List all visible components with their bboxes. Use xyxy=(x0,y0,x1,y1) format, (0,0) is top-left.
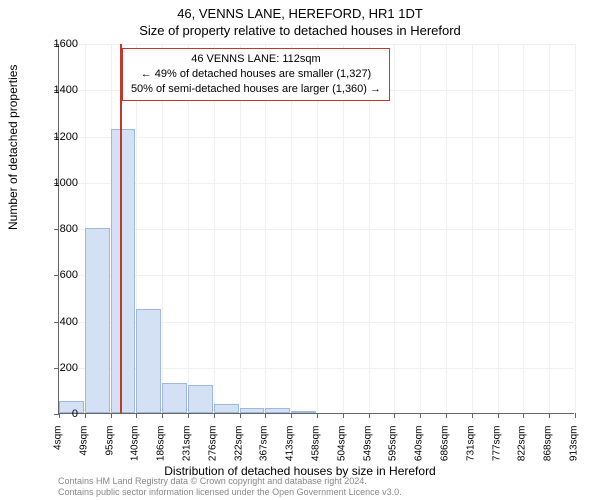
y-tick-label: 800 xyxy=(44,223,78,235)
x-tick-label: 640sqm xyxy=(414,426,425,476)
y-tick-label: 0 xyxy=(44,408,78,420)
y-tick-label: 1400 xyxy=(44,84,78,96)
x-tick-mark xyxy=(291,413,292,418)
x-tick-mark xyxy=(136,413,137,418)
annotation-box: 46 VENNS LANE: 112sqm← 49% of detached h… xyxy=(122,48,390,101)
histogram-bar xyxy=(265,408,290,413)
page-subtitle: Size of property relative to detached ho… xyxy=(0,21,600,38)
footer-line1: Contains HM Land Registry data © Crown c… xyxy=(58,476,402,487)
annotation-line: 50% of semi-detached houses are larger (… xyxy=(131,82,381,97)
y-axis-label: Number of detached properties xyxy=(6,65,20,230)
gridline-v xyxy=(575,44,576,413)
y-tick-label: 1200 xyxy=(44,131,78,143)
histogram-bar xyxy=(111,129,136,413)
x-tick-mark xyxy=(162,413,163,418)
annotation-line: 46 VENNS LANE: 112sqm xyxy=(131,52,381,67)
x-tick-mark xyxy=(85,413,86,418)
gridline-v xyxy=(420,44,421,413)
gridline-v xyxy=(523,44,524,413)
x-tick-mark xyxy=(394,413,395,418)
x-tick-mark xyxy=(575,413,576,418)
gridline-v xyxy=(498,44,499,413)
x-tick-label: 868sqm xyxy=(543,426,554,476)
page-title: 46, VENNS LANE, HEREFORD, HR1 1DT xyxy=(0,0,600,21)
x-tick-mark xyxy=(111,413,112,418)
x-tick-mark xyxy=(240,413,241,418)
histogram-bar xyxy=(162,383,187,413)
x-tick-label: 822sqm xyxy=(517,426,528,476)
x-tick-mark xyxy=(549,413,550,418)
y-tick-label: 1600 xyxy=(44,38,78,50)
gridline-v xyxy=(446,44,447,413)
gridline-v xyxy=(394,44,395,413)
chart-area: 46 VENNS LANE: 112sqm← 49% of detached h… xyxy=(58,44,574,414)
footer-line2: Contains public sector information licen… xyxy=(58,487,402,498)
x-tick-mark xyxy=(317,413,318,418)
x-tick-label: 595sqm xyxy=(388,426,399,476)
annotation-line: ← 49% of detached houses are smaller (1,… xyxy=(131,67,381,82)
x-tick-mark xyxy=(420,413,421,418)
x-tick-label: 186sqm xyxy=(156,426,167,476)
x-tick-label: 140sqm xyxy=(130,426,141,476)
x-tick-mark xyxy=(343,413,344,418)
histogram-bar xyxy=(240,408,265,413)
x-tick-mark xyxy=(472,413,473,418)
x-tick-mark xyxy=(214,413,215,418)
x-tick-mark xyxy=(369,413,370,418)
x-tick-label: 231sqm xyxy=(182,426,193,476)
x-tick-label: 549sqm xyxy=(362,426,373,476)
x-tick-label: 322sqm xyxy=(233,426,244,476)
x-tick-mark xyxy=(446,413,447,418)
x-tick-label: 686sqm xyxy=(440,426,451,476)
x-tick-mark xyxy=(188,413,189,418)
x-tick-label: 413sqm xyxy=(285,426,296,476)
histogram-bar xyxy=(136,309,161,413)
plot-area: 46 VENNS LANE: 112sqm← 49% of detached h… xyxy=(58,44,574,414)
x-tick-label: 49sqm xyxy=(78,426,89,476)
x-tick-label: 731sqm xyxy=(465,426,476,476)
x-tick-label: 458sqm xyxy=(311,426,322,476)
histogram-bar xyxy=(85,228,110,413)
histogram-bar xyxy=(291,411,316,413)
x-tick-label: 276sqm xyxy=(207,426,218,476)
y-tick-label: 1000 xyxy=(44,177,78,189)
x-tick-mark xyxy=(265,413,266,418)
x-tick-mark xyxy=(498,413,499,418)
x-tick-label: 913sqm xyxy=(569,426,580,476)
histogram-bar xyxy=(214,404,239,413)
footer-attribution: Contains HM Land Registry data © Crown c… xyxy=(58,476,402,499)
y-tick-label: 600 xyxy=(44,269,78,281)
y-tick-label: 200 xyxy=(44,362,78,374)
gridline-v xyxy=(549,44,550,413)
gridline-v xyxy=(472,44,473,413)
x-tick-mark xyxy=(523,413,524,418)
y-tick-label: 400 xyxy=(44,316,78,328)
x-tick-label: 777sqm xyxy=(491,426,502,476)
x-tick-label: 367sqm xyxy=(259,426,270,476)
x-tick-label: 95sqm xyxy=(104,426,115,476)
histogram-bar xyxy=(188,385,213,413)
x-tick-label: 504sqm xyxy=(336,426,347,476)
x-tick-label: 4sqm xyxy=(53,426,64,476)
